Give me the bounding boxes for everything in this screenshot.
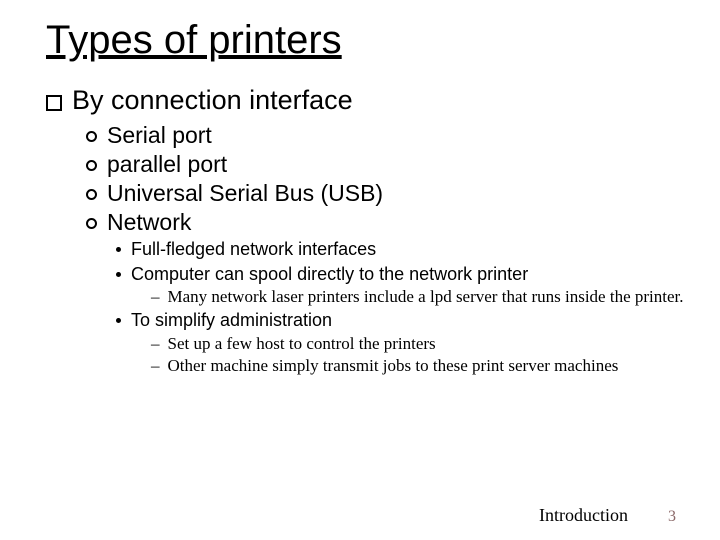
circle-bullet-icon bbox=[86, 160, 97, 171]
slide: Types of printers By connection interfac… bbox=[0, 0, 720, 540]
lvl2-text: Network bbox=[107, 209, 191, 236]
circle-bullet-icon bbox=[86, 131, 97, 142]
lvl3-text: To simplify administration bbox=[131, 309, 332, 332]
dash-bullet-icon: – bbox=[151, 356, 160, 376]
lvl3-text: Full-fledged network interfaces bbox=[131, 238, 376, 261]
square-bullet-icon bbox=[46, 95, 62, 111]
footer-page-number: 3 bbox=[668, 508, 676, 526]
lvl2-item: Serial port bbox=[86, 122, 684, 149]
lvl4-item: – Many network laser printers include a … bbox=[151, 287, 684, 307]
lvl3-text: Computer can spool directly to the netwo… bbox=[131, 263, 528, 286]
lvl1-text: By connection interface bbox=[72, 85, 353, 116]
lvl3-item: Full-fledged network interfaces bbox=[116, 238, 684, 261]
lvl2-list: Serial port parallel port Universal Seri… bbox=[86, 122, 684, 236]
lvl4-item: – Set up a few host to control the print… bbox=[151, 334, 684, 354]
footer-section-label: Introduction bbox=[539, 505, 628, 526]
lvl3-item: Computer can spool directly to the netwo… bbox=[116, 263, 684, 286]
lvl2-item: Network bbox=[86, 209, 684, 236]
lvl2-item: Universal Serial Bus (USB) bbox=[86, 180, 684, 207]
lvl3-list: Full-fledged network interfaces Computer… bbox=[116, 238, 684, 285]
lvl4-item: – Other machine simply transmit jobs to … bbox=[151, 356, 684, 376]
circle-bullet-icon bbox=[86, 218, 97, 229]
lvl2-item: parallel port bbox=[86, 151, 684, 178]
lvl3-list: To simplify administration bbox=[116, 309, 684, 332]
slide-title: Types of printers bbox=[46, 18, 684, 63]
lvl2-text: Serial port bbox=[107, 122, 212, 149]
circle-bullet-icon bbox=[86, 189, 97, 200]
slide-footer: Introduction 3 bbox=[539, 505, 676, 526]
lvl4-list: – Many network laser printers include a … bbox=[151, 287, 684, 307]
lvl2-text: parallel port bbox=[107, 151, 227, 178]
lvl3-item: To simplify administration bbox=[116, 309, 684, 332]
dot-bullet-icon bbox=[116, 272, 121, 277]
lvl1-item: By connection interface bbox=[46, 85, 684, 116]
dot-bullet-icon bbox=[116, 247, 121, 252]
lvl4-text: Other machine simply transmit jobs to th… bbox=[168, 356, 619, 376]
lvl2-text: Universal Serial Bus (USB) bbox=[107, 180, 383, 207]
dot-bullet-icon bbox=[116, 318, 121, 323]
lvl4-list: – Set up a few host to control the print… bbox=[151, 334, 684, 377]
dash-bullet-icon: – bbox=[151, 334, 160, 354]
lvl4-text: Many network laser printers include a lp… bbox=[168, 287, 684, 307]
dash-bullet-icon: – bbox=[151, 287, 160, 307]
lvl4-text: Set up a few host to control the printer… bbox=[168, 334, 436, 354]
